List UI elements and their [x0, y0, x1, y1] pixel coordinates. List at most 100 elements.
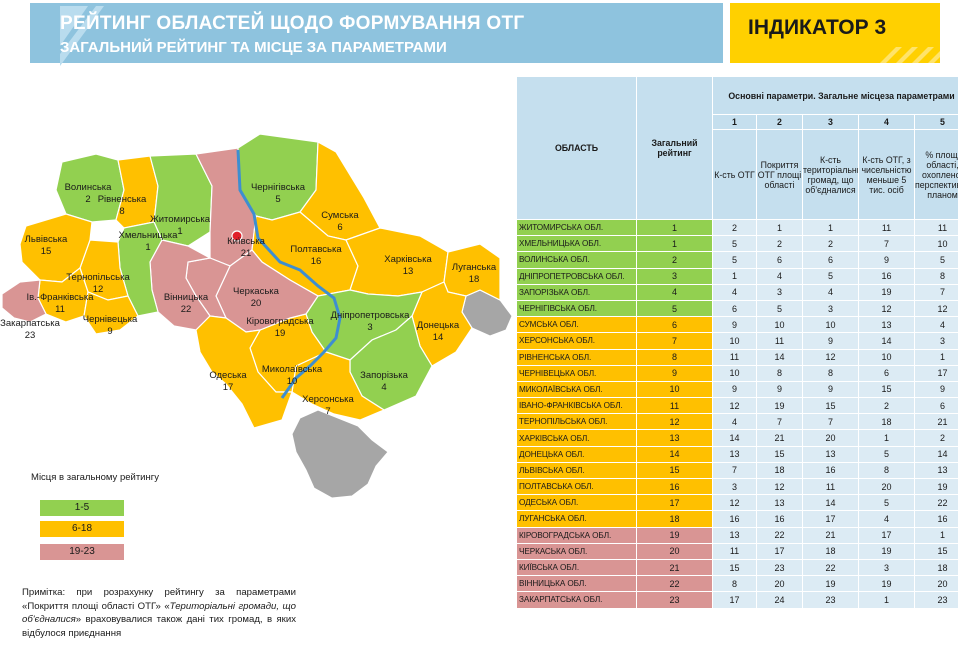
cell-param-4: 11	[858, 218, 915, 237]
footnote: Примітка: при розрахунку рейтингу за пар…	[22, 586, 296, 640]
cell-overall: 22	[636, 575, 713, 593]
cell-param-2: 24	[756, 591, 803, 609]
cell-overall: 14	[636, 445, 713, 463]
kyiv-marker-icon	[231, 230, 243, 242]
table-row: ОДЕСЬКА ОБЛ. 17 12 13 14 5 22	[516, 494, 958, 512]
page-subtitle: ЗАГАЛЬНИЙ РЕЙТИНГ ТА МІСЦЕ ЗА ПАРАМЕТРАМ…	[60, 39, 447, 56]
cell-param-1: 8	[712, 575, 757, 593]
region-label-rank: 15	[41, 246, 52, 257]
region-label-name: Черкаська	[233, 286, 280, 297]
region-label-rank: 14	[433, 332, 444, 343]
cell-param-3: 3	[802, 299, 859, 318]
cell-param-3: 10	[802, 316, 859, 334]
header-overall: Загальний рейтинг	[636, 76, 713, 220]
region-zakarpattia	[1, 279, 47, 323]
cell-region: ТЕРНОПІЛЬСЬКА ОБЛ.	[516, 413, 637, 431]
cell-param-5: 18	[913, 558, 958, 577]
dnipro-river	[236, 149, 342, 399]
cell-param-1: 10	[712, 332, 757, 350]
header-param-2: Покриття ОТГ площі області	[756, 129, 803, 220]
cell-param-4: 14	[858, 332, 915, 350]
region-label-rank: 1	[177, 226, 182, 237]
region-label-name: Київська	[227, 236, 265, 247]
table-row: КИЇВСЬКА ОБЛ. 21 15 23 22 3 18	[516, 558, 958, 577]
cell-param-5: 16	[913, 510, 958, 528]
cell-overall: 1	[636, 218, 713, 237]
cell-region: ХМЕЛЬНИЦЬКА ОБЛ.	[516, 235, 637, 253]
ranking-table: ОБЛАСТЬ Загальний рейтинг Основні параме…	[516, 76, 958, 609]
region-label-name: Рівненська	[98, 194, 147, 205]
cell-param-4: 5	[858, 494, 915, 512]
cell-param-4: 19	[858, 542, 915, 560]
cell-param-1: 7	[712, 461, 757, 480]
region-label-name: Закарпатська	[0, 318, 60, 329]
cell-param-2: 11	[756, 332, 803, 350]
footnote-text-2: » враховувалися також дані тих громад, в…	[22, 614, 296, 639]
cell-param-2: 7	[756, 413, 803, 431]
cell-param-2: 9	[756, 380, 803, 399]
cell-overall: 16	[636, 477, 713, 496]
cell-param-5: 21	[913, 413, 958, 431]
cell-param-3: 16	[802, 461, 859, 480]
cell-param-5: 1	[913, 348, 958, 366]
region-label-name: Вінницька	[164, 292, 209, 303]
cell-region: ДОНЕЦЬКА ОБЛ.	[516, 445, 637, 463]
cell-overall: 4	[636, 283, 713, 301]
crimea-area	[291, 409, 389, 499]
header-region: ОБЛАСТЬ	[516, 76, 637, 220]
cell-param-2: 21	[756, 429, 803, 447]
region-label-rank: 5	[275, 194, 280, 205]
cell-param-4: 16	[858, 267, 915, 285]
cell-param-4: 19	[858, 575, 915, 593]
cell-param-3: 21	[802, 526, 859, 544]
region-label-rank: 10	[287, 376, 298, 387]
region-label-rank: 13	[403, 266, 414, 277]
cell-param-2: 10	[756, 316, 803, 334]
cell-overall: 21	[636, 558, 713, 577]
cell-overall: 15	[636, 461, 713, 480]
cell-region: ЛУГАНСЬКА ОБЛ.	[516, 510, 637, 528]
cell-param-1: 9	[712, 316, 757, 334]
region-label-rank: 1	[145, 242, 150, 253]
cell-param-2: 1	[756, 218, 803, 237]
region-label-name: Хмельницька	[119, 230, 179, 241]
cell-param-5: 15	[913, 542, 958, 560]
indicator-badge: ІНДИКАТОР 3	[730, 3, 940, 63]
cell-param-5: 13	[913, 461, 958, 480]
cell-overall: 3	[636, 267, 713, 285]
cell-param-4: 13	[858, 316, 915, 334]
cell-param-4: 15	[858, 380, 915, 399]
cell-param-1: 13	[712, 445, 757, 463]
cell-region: ЗАПОРІЗЬКА ОБЛ.	[516, 283, 637, 301]
cell-param-4: 1	[858, 429, 915, 447]
cell-param-3: 14	[802, 494, 859, 512]
cell-param-4: 17	[858, 526, 915, 544]
cell-param-3: 13	[802, 445, 859, 463]
cell-param-4: 2	[858, 397, 915, 415]
cell-param-3: 20	[802, 429, 859, 447]
region-label-name: Херсонська	[302, 394, 354, 405]
region-label-name: Харківська	[384, 254, 432, 265]
region-label-name: Чернівецька	[83, 314, 138, 325]
cell-param-1: 15	[712, 558, 757, 577]
cell-param-1: 11	[712, 542, 757, 560]
cell-param-3: 6	[802, 251, 859, 269]
table-row: ІВАНО-ФРАНКІВСЬКА ОБЛ. 11 12 19 15 2 6	[516, 397, 958, 415]
cell-param-5: 12	[913, 299, 958, 318]
cell-region: РІВНЕНСЬКА ОБЛ.	[516, 348, 637, 366]
cell-param-1: 13	[712, 526, 757, 544]
header-num-4: 4	[858, 114, 915, 130]
table-row: СУМСЬКА ОБЛ. 6 9 10 10 13 4	[516, 316, 958, 334]
cell-overall: 9	[636, 364, 713, 382]
region-label-rank: 17	[223, 382, 234, 393]
region-label-rank: 2	[85, 194, 90, 205]
cell-param-4: 5	[858, 445, 915, 463]
cell-param-1: 16	[712, 510, 757, 528]
table-row: ЗАПОРІЗЬКА ОБЛ. 4 4 3 4 19 7	[516, 283, 958, 301]
cell-overall: 13	[636, 429, 713, 447]
cell-param-4: 6	[858, 364, 915, 382]
region-label-rank: 19	[275, 328, 286, 339]
cell-param-5: 5	[913, 251, 958, 269]
cell-region: ЧЕРНІГІВСЬКА ОБЛ.	[516, 299, 637, 318]
cell-param-2: 4	[756, 267, 803, 285]
